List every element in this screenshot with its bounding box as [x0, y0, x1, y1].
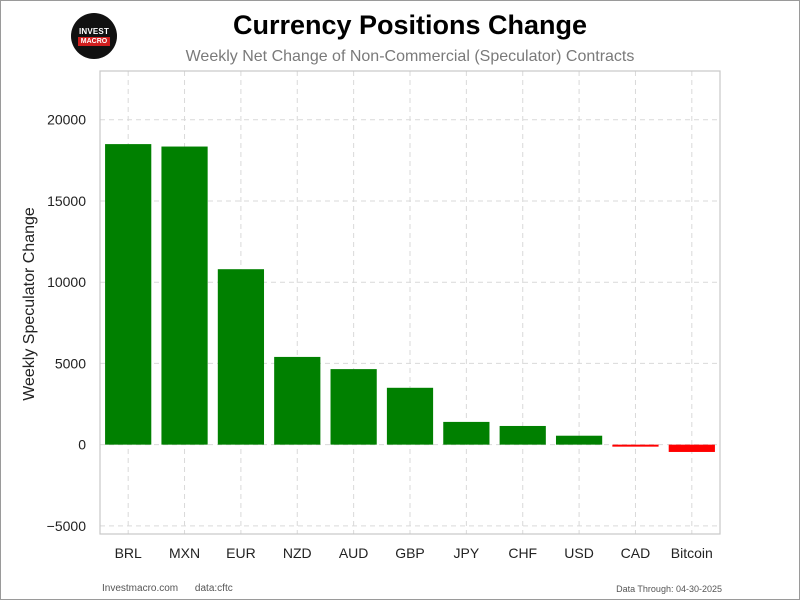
x-tick-label: CAD: [621, 545, 651, 561]
y-tick-label: 5000: [55, 355, 86, 371]
x-tick-label: GBP: [395, 545, 425, 561]
bar-nzd: [274, 356, 321, 445]
y-tick-label: 10000: [47, 274, 86, 290]
y-tick-label: 20000: [47, 112, 86, 128]
x-tick-label: CHF: [508, 545, 537, 561]
footer-left: Investmacro.com data:cftc: [102, 583, 247, 594]
investmacro-logo: INVEST MACRO: [71, 13, 117, 59]
bar-chf: [499, 425, 546, 445]
chart-title: Currency Positions Change: [232, 10, 588, 40]
y-tick-label: 0: [78, 437, 86, 453]
plot-border: [99, 70, 721, 535]
bar-brl: [105, 144, 152, 445]
y-tick-label: 15000: [47, 193, 86, 209]
x-tick-label: EUR: [226, 545, 256, 561]
bar-jpy: [443, 421, 490, 445]
bar-cad: [612, 444, 659, 447]
x-tick-label: AUD: [339, 545, 369, 561]
logo-line2: MACRO: [77, 36, 111, 46]
y-tick-label: −5000: [47, 518, 87, 534]
footer-data-through: Data Through: 04-30-2025: [616, 584, 722, 594]
x-tick-label: NZD: [283, 545, 312, 561]
footer-source: data:cftc: [194, 583, 233, 594]
bar-gbp: [386, 387, 434, 445]
x-tick-label: USD: [564, 545, 594, 561]
logo-line1: INVEST: [78, 26, 110, 36]
x-tick-label: MXN: [169, 545, 200, 561]
bar-mxn: [161, 146, 208, 445]
x-tick-label: JPY: [454, 545, 480, 561]
x-tick-label: Bitcoin: [671, 545, 713, 561]
bar-usd: [555, 435, 603, 445]
chart-subtitle: Weekly Net Change of Non-Commercial (Spe…: [185, 48, 635, 65]
bar-bitcoin: [668, 444, 715, 452]
bar-eur: [217, 269, 265, 445]
x-tick-label: BRL: [115, 545, 142, 561]
bar-aud: [330, 369, 377, 445]
footer-site: Investmacro.com: [102, 583, 179, 594]
